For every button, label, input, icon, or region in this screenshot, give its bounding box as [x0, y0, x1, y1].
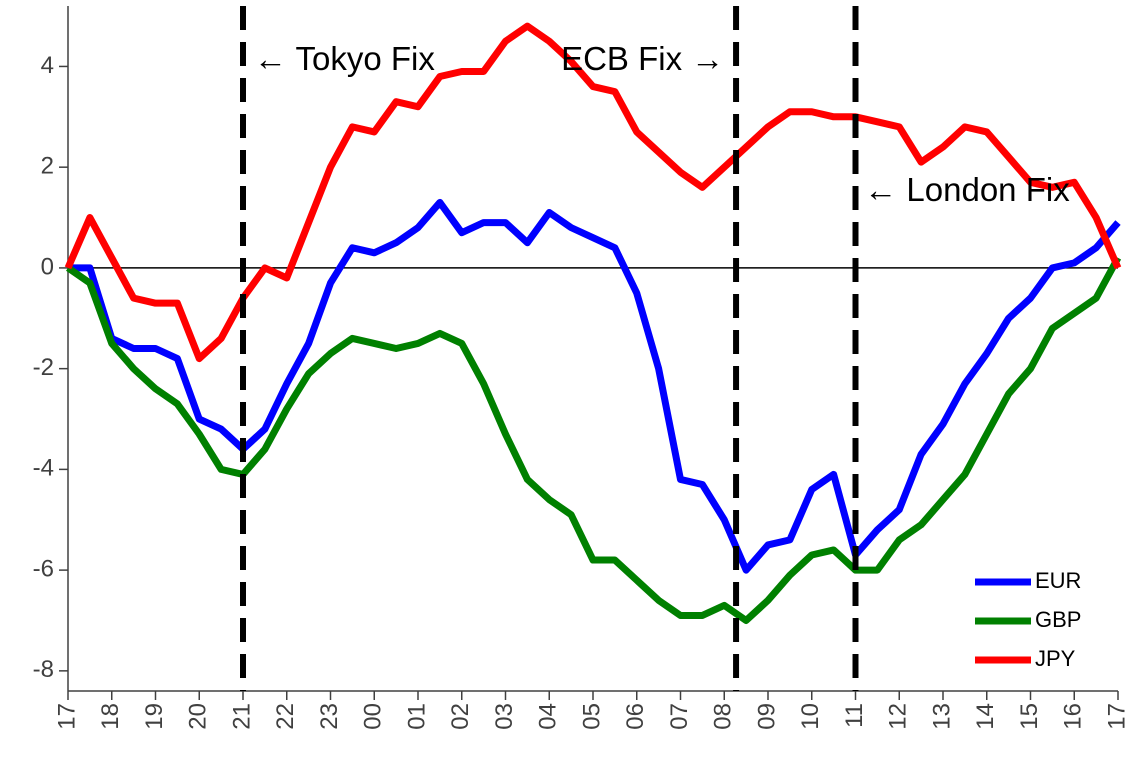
series-line [68, 198, 1121, 574]
x-tick-label: 02 [447, 703, 474, 730]
x-tick-label: 21 [228, 703, 255, 730]
x-tick-label: 16 [1060, 703, 1087, 730]
y-tick-label: -4 [33, 455, 54, 482]
x-tick-label: 08 [710, 703, 737, 730]
x-tick-label: 22 [272, 703, 299, 730]
x-tick-label: 13 [928, 703, 955, 730]
x-tick-label: 03 [491, 703, 518, 730]
x-tick-label: 17 [1103, 703, 1130, 730]
x-tick-label: 07 [666, 703, 693, 730]
x-tick-label: 09 [753, 703, 780, 730]
x-tick-label: 20 [185, 703, 212, 730]
y-tick-label: 2 [41, 153, 54, 180]
x-tick-label: 04 [535, 703, 562, 730]
x-tick-label: 14 [972, 703, 999, 730]
x-tick-label: 19 [141, 703, 168, 730]
x-tick-label: 06 [622, 703, 649, 730]
x-tick-label: 05 [578, 703, 605, 730]
y-tick-label: -6 [33, 555, 54, 582]
legend-label: EUR [1035, 568, 1081, 593]
x-tick-label: 12 [885, 703, 912, 730]
legend-label: JPY [1035, 646, 1076, 671]
y-tick-label: 4 [41, 52, 54, 79]
y-tick-label: -2 [33, 354, 54, 381]
x-tick-label: 18 [97, 703, 124, 730]
legend-label: GBP [1035, 607, 1081, 632]
x-tick-label: 17 [53, 703, 80, 730]
x-tick-label: 01 [403, 703, 430, 730]
annotation: ECB Fix → [561, 40, 724, 77]
x-tick-label: 15 [1016, 703, 1043, 730]
y-tick-label: -8 [33, 656, 54, 683]
annotation: ← Tokyo Fix [254, 40, 435, 77]
x-tick-label: 11 [841, 703, 868, 728]
series-line [66, 256, 1122, 624]
x-tick-label: 23 [316, 703, 343, 730]
x-tick-label: 00 [360, 703, 387, 730]
x-tick-label: 10 [797, 703, 824, 730]
annotation: ← London Fix [864, 171, 1070, 208]
y-tick-label: 0 [41, 253, 54, 280]
